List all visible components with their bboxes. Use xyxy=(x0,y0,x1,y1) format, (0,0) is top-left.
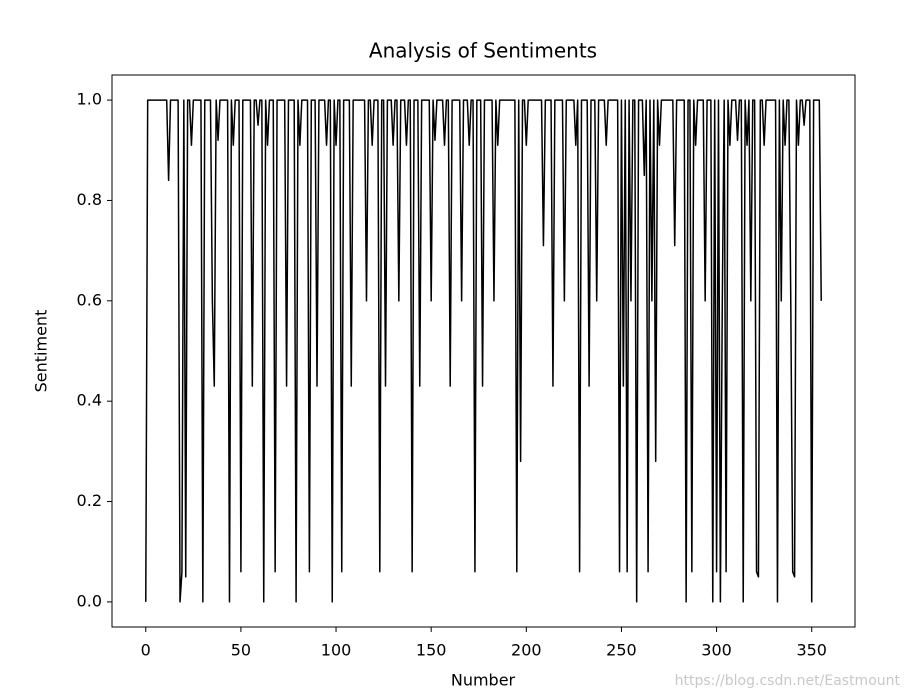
y-tick-label: 0.8 xyxy=(77,190,102,209)
y-tick-label: 0.0 xyxy=(77,591,102,610)
y-tick-label: 0.6 xyxy=(77,290,102,309)
y-axis-label: Sentiment xyxy=(32,310,51,393)
x-tick-label: 100 xyxy=(321,641,352,660)
watermark: https://blog.csdn.net/Eastmount xyxy=(675,673,901,689)
data-line xyxy=(145,99,822,603)
x-tick-label: 0 xyxy=(141,641,151,660)
x-axis-label: Number xyxy=(451,671,516,690)
y-tick-label: 0.2 xyxy=(77,491,102,510)
x-tick-label: 150 xyxy=(416,641,447,660)
x-tick-label: 250 xyxy=(606,641,637,660)
x-tick-label: 300 xyxy=(701,641,732,660)
chart-title: Analysis of Sentiments xyxy=(369,39,597,63)
x-tick-label: 350 xyxy=(796,641,827,660)
x-tick-label: 200 xyxy=(511,641,542,660)
y-tick-label: 1.0 xyxy=(77,90,102,109)
y-tick-label: 0.4 xyxy=(77,391,102,410)
plot-frame xyxy=(111,74,856,628)
x-tick-label: 50 xyxy=(231,641,251,660)
